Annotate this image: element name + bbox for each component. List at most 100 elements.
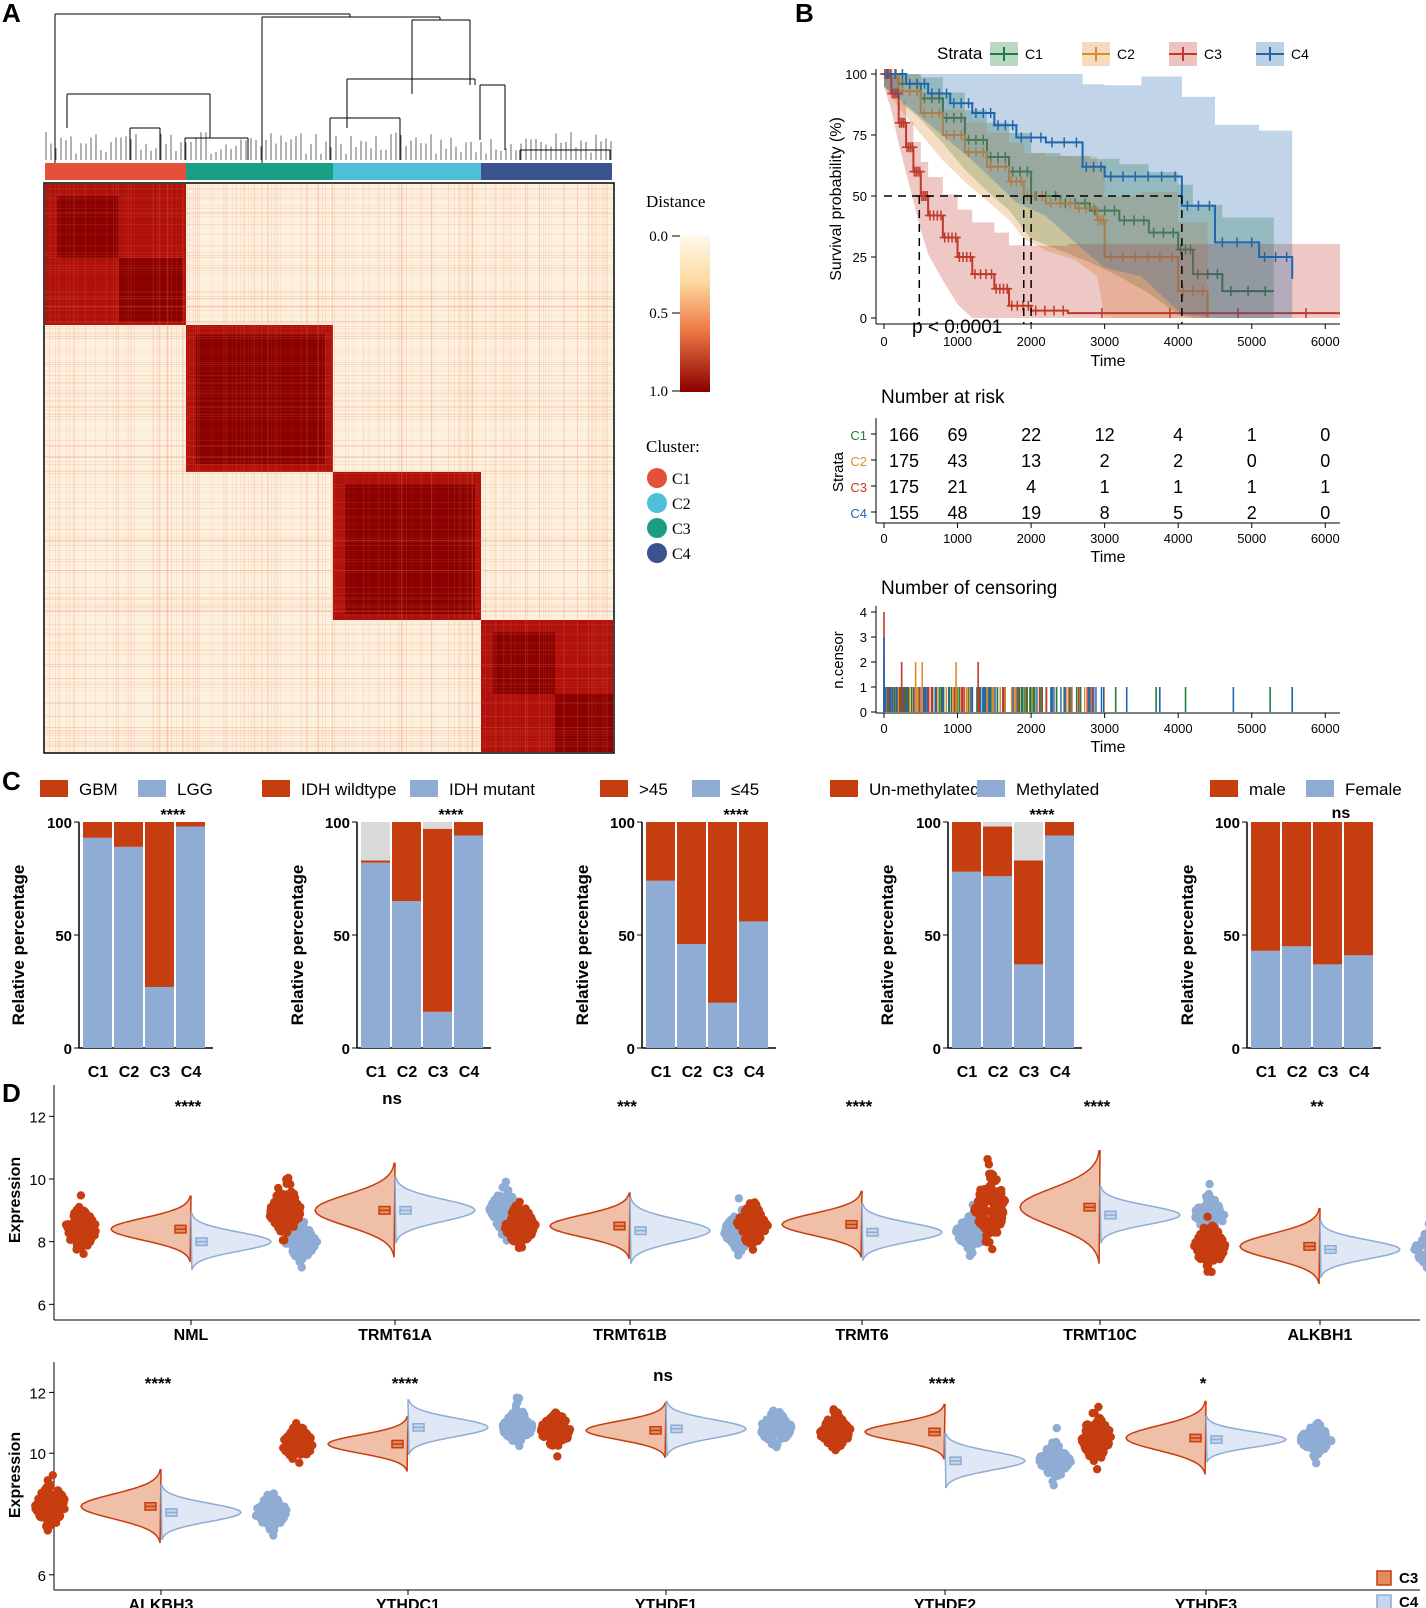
- point-c4: [955, 1234, 964, 1243]
- censor-y-tick-label: 3: [860, 630, 867, 645]
- km-censor-mark: [1212, 269, 1223, 280]
- point-c4: [1053, 1450, 1062, 1459]
- bar-category-label: C1: [957, 1064, 978, 1081]
- risk-cell: 13: [1021, 451, 1041, 471]
- km-censor-mark: [1217, 237, 1228, 248]
- violin-y-tick-label: 12: [29, 1109, 46, 1126]
- svg-text:0.0: 0.0: [649, 229, 668, 245]
- risk-cell: 1: [1247, 425, 1257, 445]
- heatmap-texture: [45, 362, 613, 363]
- heatmap-texture: [45, 224, 613, 225]
- point-c3: [556, 1424, 566, 1434]
- bar-segment-c3-lower: [145, 986, 174, 1048]
- heatmap-texture: [126, 184, 127, 752]
- km-censor-mark: [985, 108, 996, 119]
- heatmap-texture: [511, 184, 512, 752]
- cluster-legend-title: Cluster:: [646, 437, 700, 456]
- heatmap-texture: [214, 184, 215, 752]
- violin-half: [665, 1400, 747, 1457]
- risk-cell: 1: [1247, 477, 1257, 497]
- legend-key-a-4: [830, 780, 858, 797]
- heatmap-texture: [363, 184, 364, 752]
- point-c4: [1060, 1459, 1070, 1469]
- heatmap-texture: [592, 184, 593, 752]
- heatmap-texture: [275, 184, 276, 752]
- bar-segment-c1-upper: [1251, 822, 1280, 951]
- point-c3: [1204, 1267, 1214, 1276]
- km-censor-mark: [1065, 198, 1076, 209]
- heatmap-texture: [118, 184, 119, 752]
- risk-x-tick-label: 5000: [1237, 531, 1266, 546]
- km-censor-mark: [1109, 205, 1120, 216]
- risk-x-tick-label: 2000: [1017, 531, 1046, 546]
- heatmap-texture: [45, 299, 613, 300]
- heatmap-texture: [176, 184, 177, 752]
- point-c3: [993, 1214, 1002, 1223]
- heatmap-texture: [594, 184, 595, 752]
- bar-y-tick-label: 100: [1215, 815, 1240, 832]
- heatmap-subblock: [555, 694, 613, 752]
- km-censor-mark: [1170, 171, 1181, 182]
- heatmap-texture: [45, 644, 613, 645]
- risk-title: Number at risk: [881, 387, 1005, 408]
- point-c3: [830, 1436, 840, 1445]
- point-c3: [283, 1431, 293, 1441]
- point-c3: [980, 1213, 989, 1223]
- point-c3: [290, 1217, 299, 1227]
- bar-y-tick-label: 50: [924, 928, 941, 945]
- heatmap-texture: [45, 572, 613, 573]
- heatmap-texture: [45, 649, 613, 650]
- point-c3: [1090, 1447, 1099, 1457]
- km-censor-mark: [1022, 166, 1033, 177]
- heatmap-texture: [223, 184, 224, 752]
- km-x-tick-label: 6000: [1311, 334, 1340, 349]
- heatmap-texture: [588, 184, 589, 752]
- heatmap-texture: [60, 184, 61, 752]
- heatmap-texture: [45, 375, 613, 376]
- bar-segment-c2-lower: [677, 944, 706, 1048]
- strata-key-line-c1: [990, 47, 1018, 61]
- heatmap-texture: [45, 416, 613, 417]
- point-c3: [760, 1226, 770, 1236]
- heatmap-texture: [45, 292, 613, 293]
- heatmap-texture: [45, 541, 613, 542]
- point-c3: [1094, 1402, 1103, 1412]
- violin-half: [327, 1415, 409, 1472]
- heatmap-texture: [406, 184, 407, 752]
- censor-y-tick-label: 2: [860, 655, 867, 670]
- violin-half: [1099, 1186, 1181, 1244]
- heatmap-texture: [55, 184, 56, 752]
- heatmap-texture: [45, 396, 613, 397]
- heatmap-texture: [45, 401, 613, 402]
- km-censor-mark: [1232, 308, 1243, 319]
- violin-y-tick-label: 8: [38, 1235, 46, 1252]
- risk-cell: 175: [889, 451, 919, 471]
- heatmap-texture: [45, 387, 613, 388]
- legend-key-a-1: [40, 780, 68, 797]
- point-c3: [1079, 1439, 1089, 1449]
- heatmap-texture: [45, 570, 613, 571]
- point-c3: [842, 1421, 851, 1430]
- point-c3: [47, 1501, 57, 1510]
- heatmap-texture: [348, 184, 349, 752]
- heatmap-texture: [431, 184, 432, 752]
- heatmap-texture: [577, 184, 578, 752]
- point-c4: [1052, 1423, 1061, 1433]
- heatmap-texture: [45, 654, 613, 655]
- risk-cell: 0: [1320, 503, 1330, 523]
- heatmap-texture: [45, 741, 613, 742]
- point-c3: [39, 1492, 49, 1502]
- cluster-bar-2: [186, 163, 333, 180]
- censor-y-label: n.censor: [830, 631, 847, 689]
- heatmap-texture: [45, 598, 613, 599]
- strata-key-line-c2: [1082, 47, 1110, 61]
- violin-half: [1319, 1220, 1401, 1278]
- km-censor-mark: [1142, 252, 1153, 262]
- legend-label-a-4: Un-methylated: [869, 780, 980, 799]
- legend-c3-key: [1376, 1570, 1392, 1586]
- point-c3: [824, 1428, 834, 1437]
- point-c3: [58, 1491, 67, 1500]
- heatmap-texture: [45, 400, 613, 401]
- bar-segment-c2-upper: [114, 822, 143, 847]
- heatmap-texture: [45, 664, 613, 665]
